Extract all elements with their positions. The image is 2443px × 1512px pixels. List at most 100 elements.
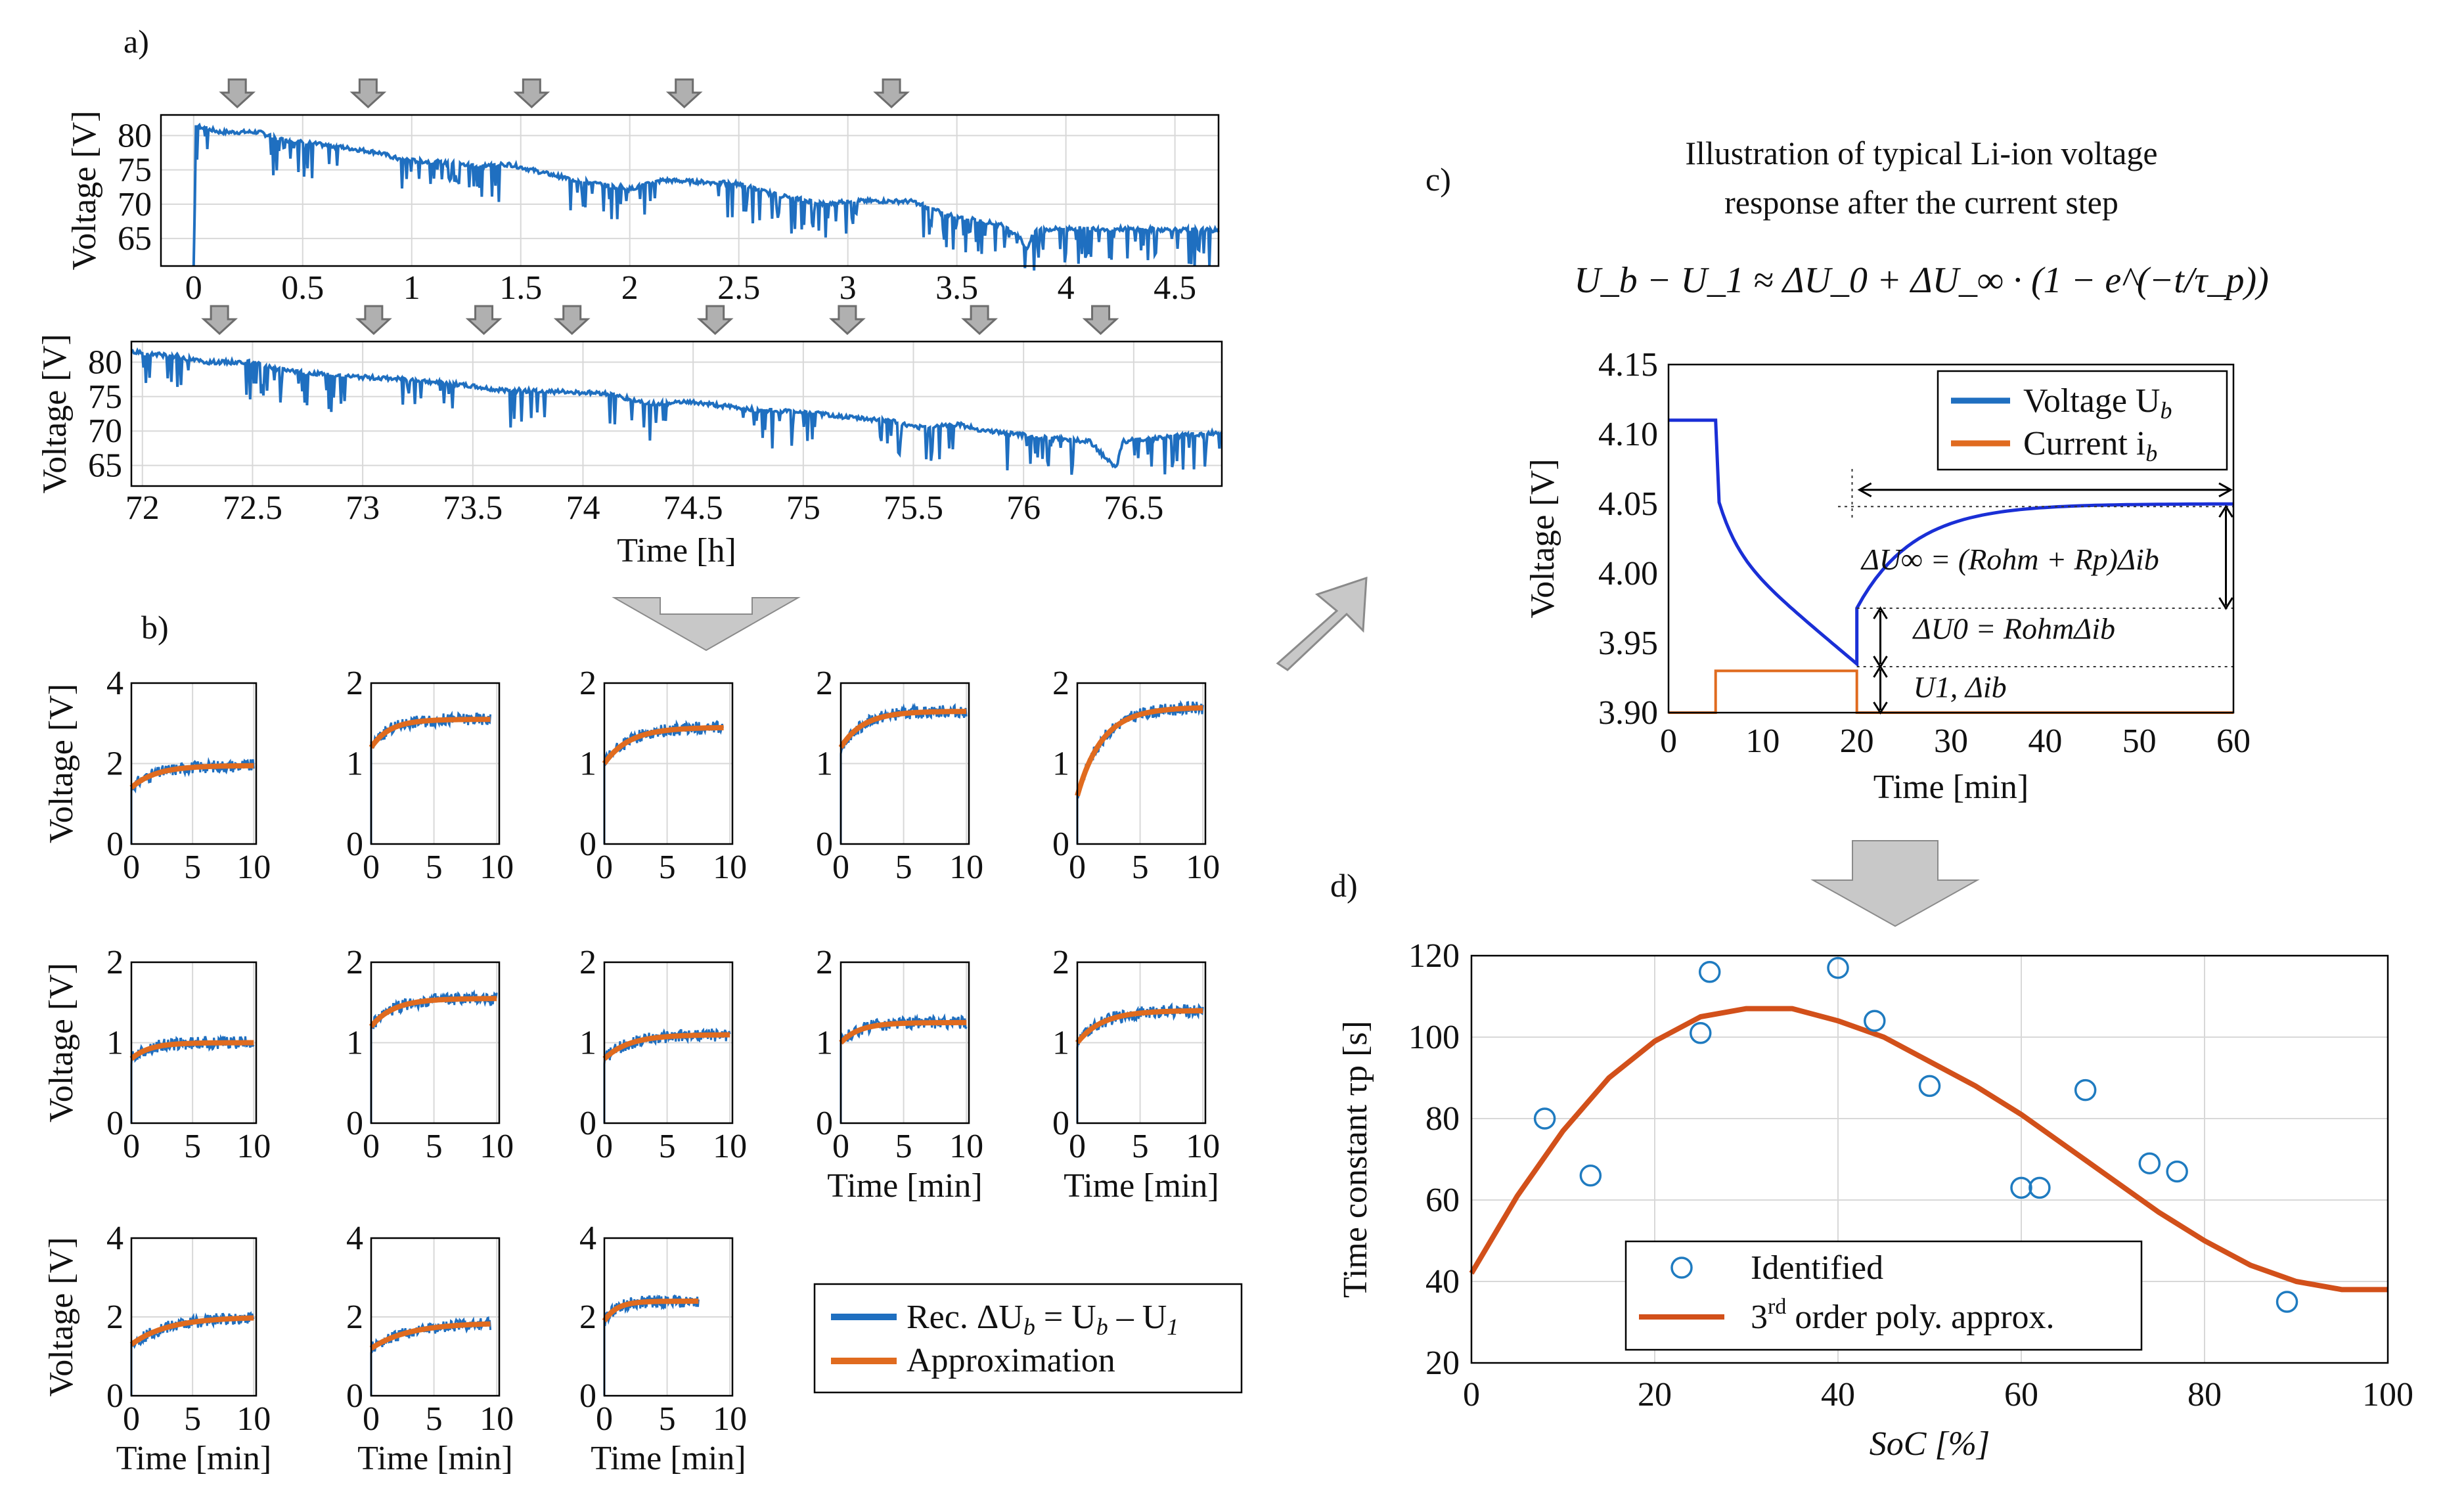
x-tick-label: 1.5 — [499, 269, 542, 307]
plateau-marker-icon — [665, 78, 703, 109]
axes-frame — [370, 961, 501, 1124]
y-tick-label: 2 — [816, 944, 833, 981]
panel-c-title-line2: response after the current step — [1724, 184, 2118, 221]
plateau-marker-icon — [349, 78, 387, 109]
y-tick-label: 2 — [346, 1299, 363, 1336]
y-tick-label: 1 — [1052, 745, 1069, 783]
subplot: 0 5 10 0 1 2 — [579, 665, 747, 886]
x-tick-label: 0.5 — [281, 269, 324, 307]
approximation-series-line — [129, 1315, 254, 1347]
x-tick-label: 5 — [426, 1400, 443, 1438]
x-tick-label: 75.5 — [884, 489, 943, 527]
voltage-series-line — [192, 122, 1220, 271]
subplot: 0 5 10 0 1 2 — [816, 665, 983, 886]
y-tick-label: 3.95 — [1598, 625, 1658, 662]
panel-label-a: a) — [123, 23, 149, 60]
x-tick-label: 0 — [596, 849, 613, 886]
approximation-series-line — [839, 1019, 967, 1045]
y-tick-label: 2 — [579, 944, 596, 981]
recorded-series-line — [603, 719, 724, 844]
axes-frame — [1470, 954, 2389, 1364]
identified-point — [2275, 1291, 2298, 1313]
x-tick-label: 3.5 — [935, 269, 978, 307]
identified-point — [1698, 961, 1721, 983]
x-axis-label: SoC [%] — [1870, 1425, 1990, 1463]
subplot: 0 5 10 0 1 2 — [346, 665, 514, 886]
subplot: 0 5 10 0 1 2 Time [min] — [1052, 944, 1220, 1205]
x-tick-label: 0 — [123, 849, 140, 886]
panel-label-d: d) — [1330, 867, 1358, 904]
x-tick-label: 5 — [659, 849, 676, 886]
x-tick-label: 10 — [480, 1128, 514, 1165]
x-tick-label: 73.5 — [443, 489, 503, 527]
axes-frame — [130, 1237, 258, 1397]
du0-arrow-head — [1873, 606, 1888, 619]
identified-point — [1864, 1010, 1886, 1032]
x-tick-label: 4 — [1058, 269, 1075, 307]
legend-current-label: Current ib — [2023, 425, 2157, 466]
legend-identified-swatch — [1670, 1256, 1693, 1279]
axes-frame — [840, 682, 970, 845]
panel-c-equation: U_b − U_1 ≈ ΔU_0 + ΔU_∞ · (1 − e^(−t/τ_p… — [1574, 260, 2269, 301]
identified-point — [1533, 1107, 1556, 1130]
y-tick-label: 75 — [118, 152, 152, 189]
y-tick-label: 3.90 — [1598, 694, 1658, 732]
axes-frame — [840, 961, 970, 1124]
x-tick-label: 73 — [346, 489, 380, 527]
x-tick-label: 72 — [125, 489, 160, 527]
plateau-marker-icon — [553, 305, 591, 336]
subplot: 0 5 10 0 1 2 Voltage [V] — [43, 944, 271, 1165]
diagonal-arrow-icon — [1276, 576, 1368, 671]
subplot: 0 5 10 0 1 2 Time [min] — [816, 944, 983, 1205]
y-tick-label: 1 — [1052, 1025, 1069, 1062]
x-tick-label: 10 — [1745, 723, 1780, 760]
y-tick-label: 0 — [1052, 826, 1069, 863]
identified-point — [1690, 1022, 1712, 1044]
x-tick-label: 0 — [596, 1128, 613, 1165]
y-tick-label: 0 — [346, 1377, 363, 1415]
x-tick-label: 10 — [949, 1128, 983, 1165]
approximation-series-line — [602, 1299, 699, 1323]
x-tick-label: 5 — [659, 1400, 676, 1438]
y-tick-label: 75 — [88, 378, 122, 416]
identified-point — [1918, 1075, 1941, 1098]
subplot: 0 5 10 0 1 2 — [579, 944, 747, 1165]
y-tick-label: 4.10 — [1598, 416, 1658, 453]
y-tick-label: 1 — [816, 745, 833, 783]
x-axis-label: Time [min] — [116, 1440, 271, 1477]
x-tick-label: 0 — [363, 1400, 380, 1438]
x-tick-label: 72.5 — [223, 489, 282, 527]
x-tick-label: 20 — [1638, 1376, 1672, 1413]
x-tick-label: 80 — [2187, 1376, 2222, 1413]
x-tick-label: 10 — [236, 1128, 271, 1165]
plateau-marker-icon — [873, 78, 910, 109]
axes-frame — [1076, 682, 1207, 845]
du-inf-annotation: ΔU∞ = (Rohm + Rp)Δib — [1860, 543, 2159, 576]
subplot: 0 5 10 0 2 4 Voltage [V] Time [min] — [43, 1220, 271, 1477]
x-axis-label: Time [min] — [591, 1440, 746, 1477]
x-tick-label: 0 — [1069, 1128, 1086, 1165]
y-axis-label: Voltage [V] — [43, 1237, 80, 1396]
x-tick-label: 10 — [480, 849, 514, 886]
axes-frame — [130, 961, 258, 1124]
x-tick-label: 0 — [1069, 849, 1086, 886]
x-tick-label: 0 — [123, 1128, 140, 1165]
x-tick-label: 10 — [236, 849, 271, 886]
y-tick-label: 0 — [579, 1377, 596, 1415]
y-axis-label: Voltage [V] — [36, 334, 74, 493]
panel-a-bottom-chart: 72 72.5 73 73.5 74 74.5 75 75.5 76 76.565707580Vo… — [36, 305, 1223, 569]
x-tick-label: 4.5 — [1154, 269, 1196, 307]
y-tick-label: 0 — [106, 1105, 123, 1142]
y-tick-label: 1 — [579, 1025, 596, 1062]
x-tick-label: 0 — [123, 1400, 140, 1438]
y-tick-label: 0 — [816, 826, 833, 863]
y-tick-label: 1 — [816, 1025, 833, 1062]
y-tick-label: 2 — [816, 665, 833, 702]
approximation-series-line — [1075, 1008, 1203, 1045]
x-tick-label: 100 — [2362, 1376, 2413, 1413]
du0-annotation: ΔU0 = RohmΔib — [1912, 612, 2115, 646]
approximation-series-line — [1075, 705, 1203, 797]
y-tick-label: 65 — [88, 447, 122, 485]
approximation-series-line — [369, 717, 491, 749]
